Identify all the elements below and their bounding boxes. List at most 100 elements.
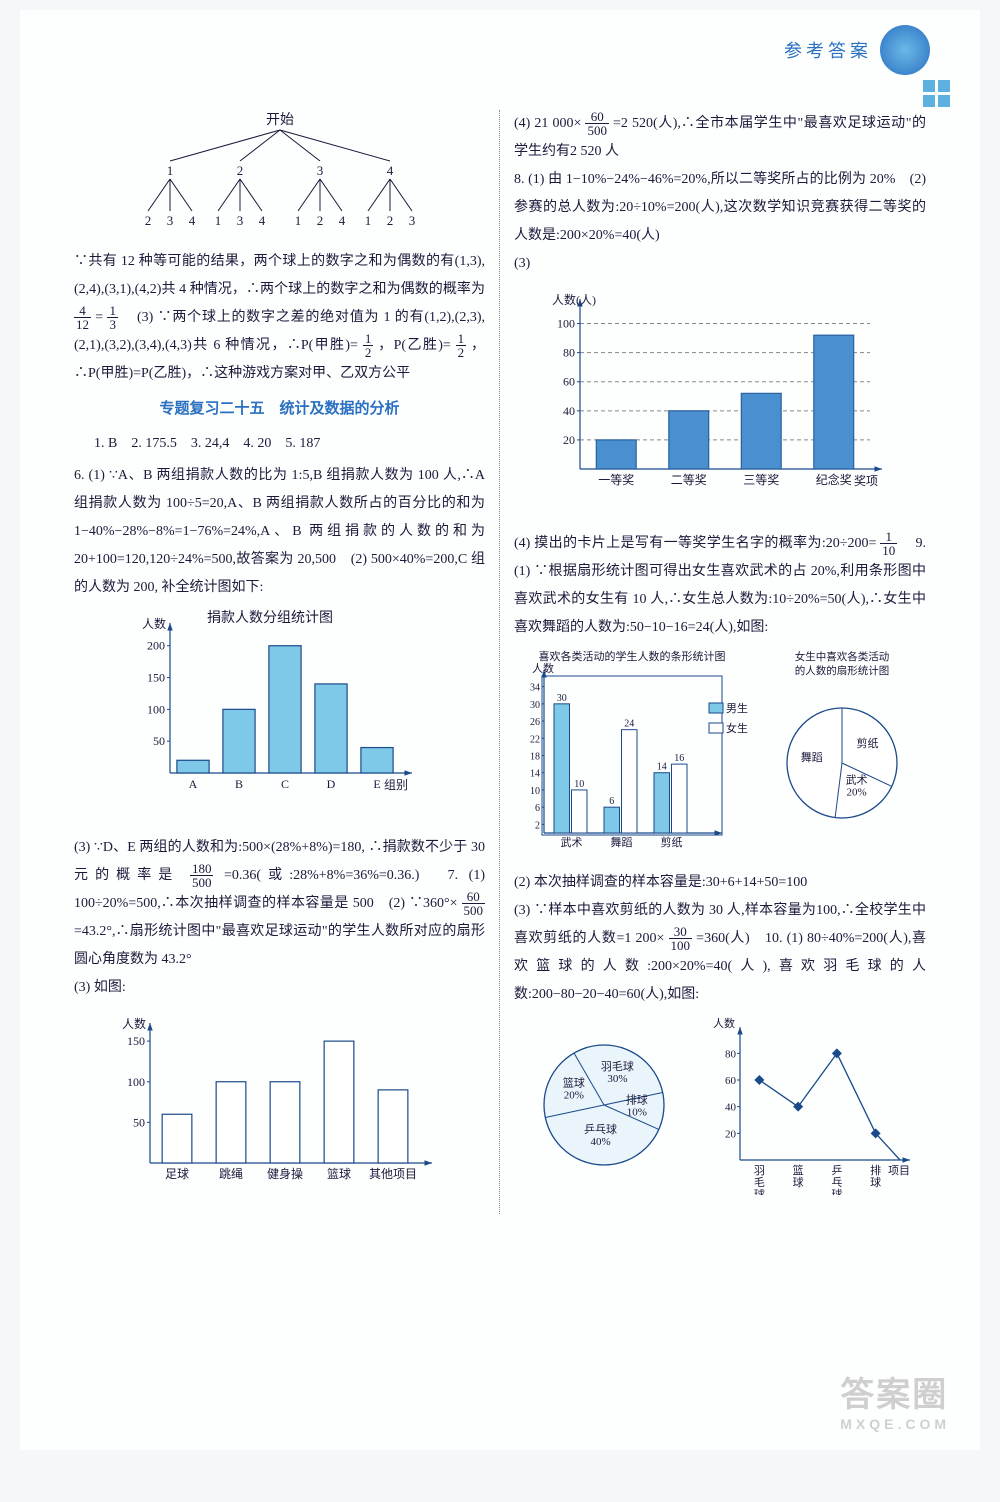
section-title: 专题复习二十五 统计及数据的分析 (74, 394, 485, 424)
svg-text:4: 4 (338, 213, 345, 228)
svg-text:其他项目: 其他项目 (368, 1167, 416, 1181)
svg-text:2: 2 (236, 163, 243, 178)
right-p4: (4) 摸出的卡片上是写有一等奖学生名字的概率为:20÷200= 110 9. … (514, 530, 926, 642)
svg-text:80: 80 (725, 1048, 737, 1060)
svg-text:武术: 武术 (845, 774, 867, 787)
svg-text:开始: 开始 (266, 112, 294, 128)
svg-text:26: 26 (530, 717, 540, 728)
activity-charts: 喜欢各类活动的学生人数的条形统计图2610141822263034人数3010武… (514, 648, 926, 863)
svg-text:40: 40 (563, 404, 575, 418)
fraction: 60500 (585, 110, 609, 137)
svg-text:健身操: 健身操 (266, 1166, 302, 1181)
page: 参考答案 开始1234213431244123 ∵共有 12 种等可能的结果，两… (20, 10, 980, 1450)
svg-text:男生: 男生 (726, 701, 748, 715)
svg-text:4: 4 (258, 213, 265, 228)
svg-text:1: 1 (364, 213, 371, 228)
svg-text:人数: 人数 (142, 616, 166, 631)
svg-text:2: 2 (316, 213, 323, 228)
logo-icon (880, 25, 930, 75)
svg-text:D: D (326, 777, 335, 791)
svg-text:6: 6 (609, 796, 614, 807)
svg-text:1: 1 (294, 213, 301, 228)
text: ∵共有 12 种等可能的结果，两个球上的数字之和为偶数的有(1,3),(2,4)… (74, 254, 485, 297)
svg-text:纪念奖: 纪念奖 (816, 472, 852, 487)
svg-text:60: 60 (563, 375, 575, 389)
svg-text:篮球: 篮球 (326, 1166, 350, 1181)
svg-text:舞蹈: 舞蹈 (801, 751, 823, 764)
sports-chart: 50100150人数足球跳绳健身操篮球其他项目 (100, 1008, 460, 1208)
svg-text:18: 18 (530, 752, 540, 763)
svg-text:乒: 乒 (831, 1164, 842, 1177)
svg-text:女生: 女生 (726, 721, 748, 735)
svg-text:球: 球 (831, 1187, 842, 1195)
svg-text:捐款人数分组统计图: 捐款人数分组统计图 (207, 610, 333, 626)
text: (4) 摸出的卡片上是写有一等奖学生名字的概率为:20÷200= (514, 536, 876, 551)
svg-text:20%: 20% (846, 787, 866, 799)
text: =43.2°,∴扇形统计图中"最喜欢足球运动"的学生人数所对应的扇形圆心角度数为… (74, 924, 485, 967)
svg-text:50: 50 (153, 734, 165, 748)
donation-chart: 捐款人数分组统计图50100150200人数组别ABCDE (120, 608, 440, 828)
svg-text:乒乓球: 乒乓球 (584, 1121, 617, 1135)
svg-text:排: 排 (870, 1163, 881, 1177)
svg-text:14: 14 (657, 762, 667, 773)
left-p3: (3) ∵D、E 两组的人数和为:500×(28%+8%)=180, ∴捐款数不… (74, 834, 485, 974)
header-title: 参考答案 (784, 37, 872, 63)
left-p2: 6. (1) ∵A、B 两组捐款人数的比为 1:5,B 组捐款人数为 100 人… (74, 462, 485, 602)
right-p2: 8. (1) 由 1−10%−24%−46%=20%,所以二等奖所占的比例为 2… (514, 166, 926, 250)
text: (4) 21 000× (514, 116, 581, 131)
svg-text:20: 20 (563, 433, 575, 447)
svg-text:人数: 人数 (122, 1016, 146, 1031)
svg-text:20%: 20% (564, 1089, 584, 1101)
svg-text:武术: 武术 (561, 836, 583, 849)
svg-text:4: 4 (386, 163, 393, 178)
svg-text:150: 150 (127, 1034, 145, 1048)
fraction: 412 (74, 304, 91, 331)
short-answers: 1. B 2. 175.5 3. 24,4 4. 20 5. 187 (94, 430, 485, 458)
svg-text:100: 100 (147, 702, 165, 716)
svg-text:羽: 羽 (754, 1165, 765, 1177)
svg-text:40: 40 (725, 1102, 737, 1114)
svg-text:一等奖: 一等奖 (598, 473, 634, 487)
svg-text:E: E (373, 777, 380, 791)
svg-text:80: 80 (563, 346, 575, 360)
left-p4: (3) 如图: (74, 974, 485, 1002)
svg-text:200: 200 (147, 639, 165, 653)
svg-text:喜欢各类活动的学生人数的条形统计图: 喜欢各类活动的学生人数的条形统计图 (539, 649, 726, 663)
svg-text:50: 50 (133, 1115, 145, 1129)
svg-text:20: 20 (725, 1128, 737, 1140)
fraction: 110 (880, 530, 897, 557)
tree-diagram: 开始1234213431244123 (115, 110, 445, 240)
svg-text:C: C (280, 777, 288, 791)
svg-text:球: 球 (754, 1187, 765, 1195)
svg-text:30: 30 (530, 700, 540, 711)
svg-text:项目: 项目 (888, 1164, 910, 1177)
right-p5: (2) 本次抽样调查的样本容量是:30+6+14+50=100 (514, 869, 926, 897)
svg-text:24: 24 (624, 719, 634, 730)
right-p1: (4) 21 000× 60500 =2 520(人),∴全市本届学生中"最喜欢… (514, 110, 926, 166)
svg-text:22: 22 (530, 734, 540, 745)
svg-text:人数: 人数 (532, 662, 554, 675)
svg-text:A: A (188, 777, 197, 791)
ball-charts: 羽毛球30%排球10%乒乓球40%篮球20% 20406080人数项目羽毛球篮球… (514, 1015, 926, 1195)
svg-text:跳绳: 跳绳 (218, 1167, 242, 1181)
svg-text:2: 2 (144, 213, 151, 228)
svg-text:10: 10 (574, 779, 584, 790)
svg-text:1: 1 (214, 213, 221, 228)
corner-decoration (923, 80, 950, 107)
svg-text:16: 16 (674, 753, 684, 764)
watermark: 答案圈MXQE.COM (840, 1367, 950, 1432)
svg-text:4: 4 (188, 213, 195, 228)
svg-text:篮球: 篮球 (563, 1075, 585, 1089)
right-column: (4) 21 000× 60500 =2 520(人),∴全市本届学生中"最喜欢… (500, 110, 940, 1214)
svg-text:球: 球 (793, 1175, 804, 1189)
svg-text:1: 1 (166, 163, 173, 178)
svg-text:3: 3 (408, 213, 415, 228)
svg-text:的人数的扇形统计图: 的人数的扇形统计图 (795, 664, 890, 677)
svg-text:羽毛球: 羽毛球 (601, 1058, 634, 1072)
fraction: 60500 (462, 890, 486, 917)
svg-text:女生中喜欢各类活动: 女生中喜欢各类活动 (795, 650, 890, 663)
svg-text:14: 14 (530, 769, 540, 780)
left-column: 开始1234213431244123 ∵共有 12 种等可能的结果，两个球上的数… (60, 110, 500, 1214)
svg-text:B: B (234, 777, 242, 791)
right-p3-label: (3) (514, 250, 926, 278)
